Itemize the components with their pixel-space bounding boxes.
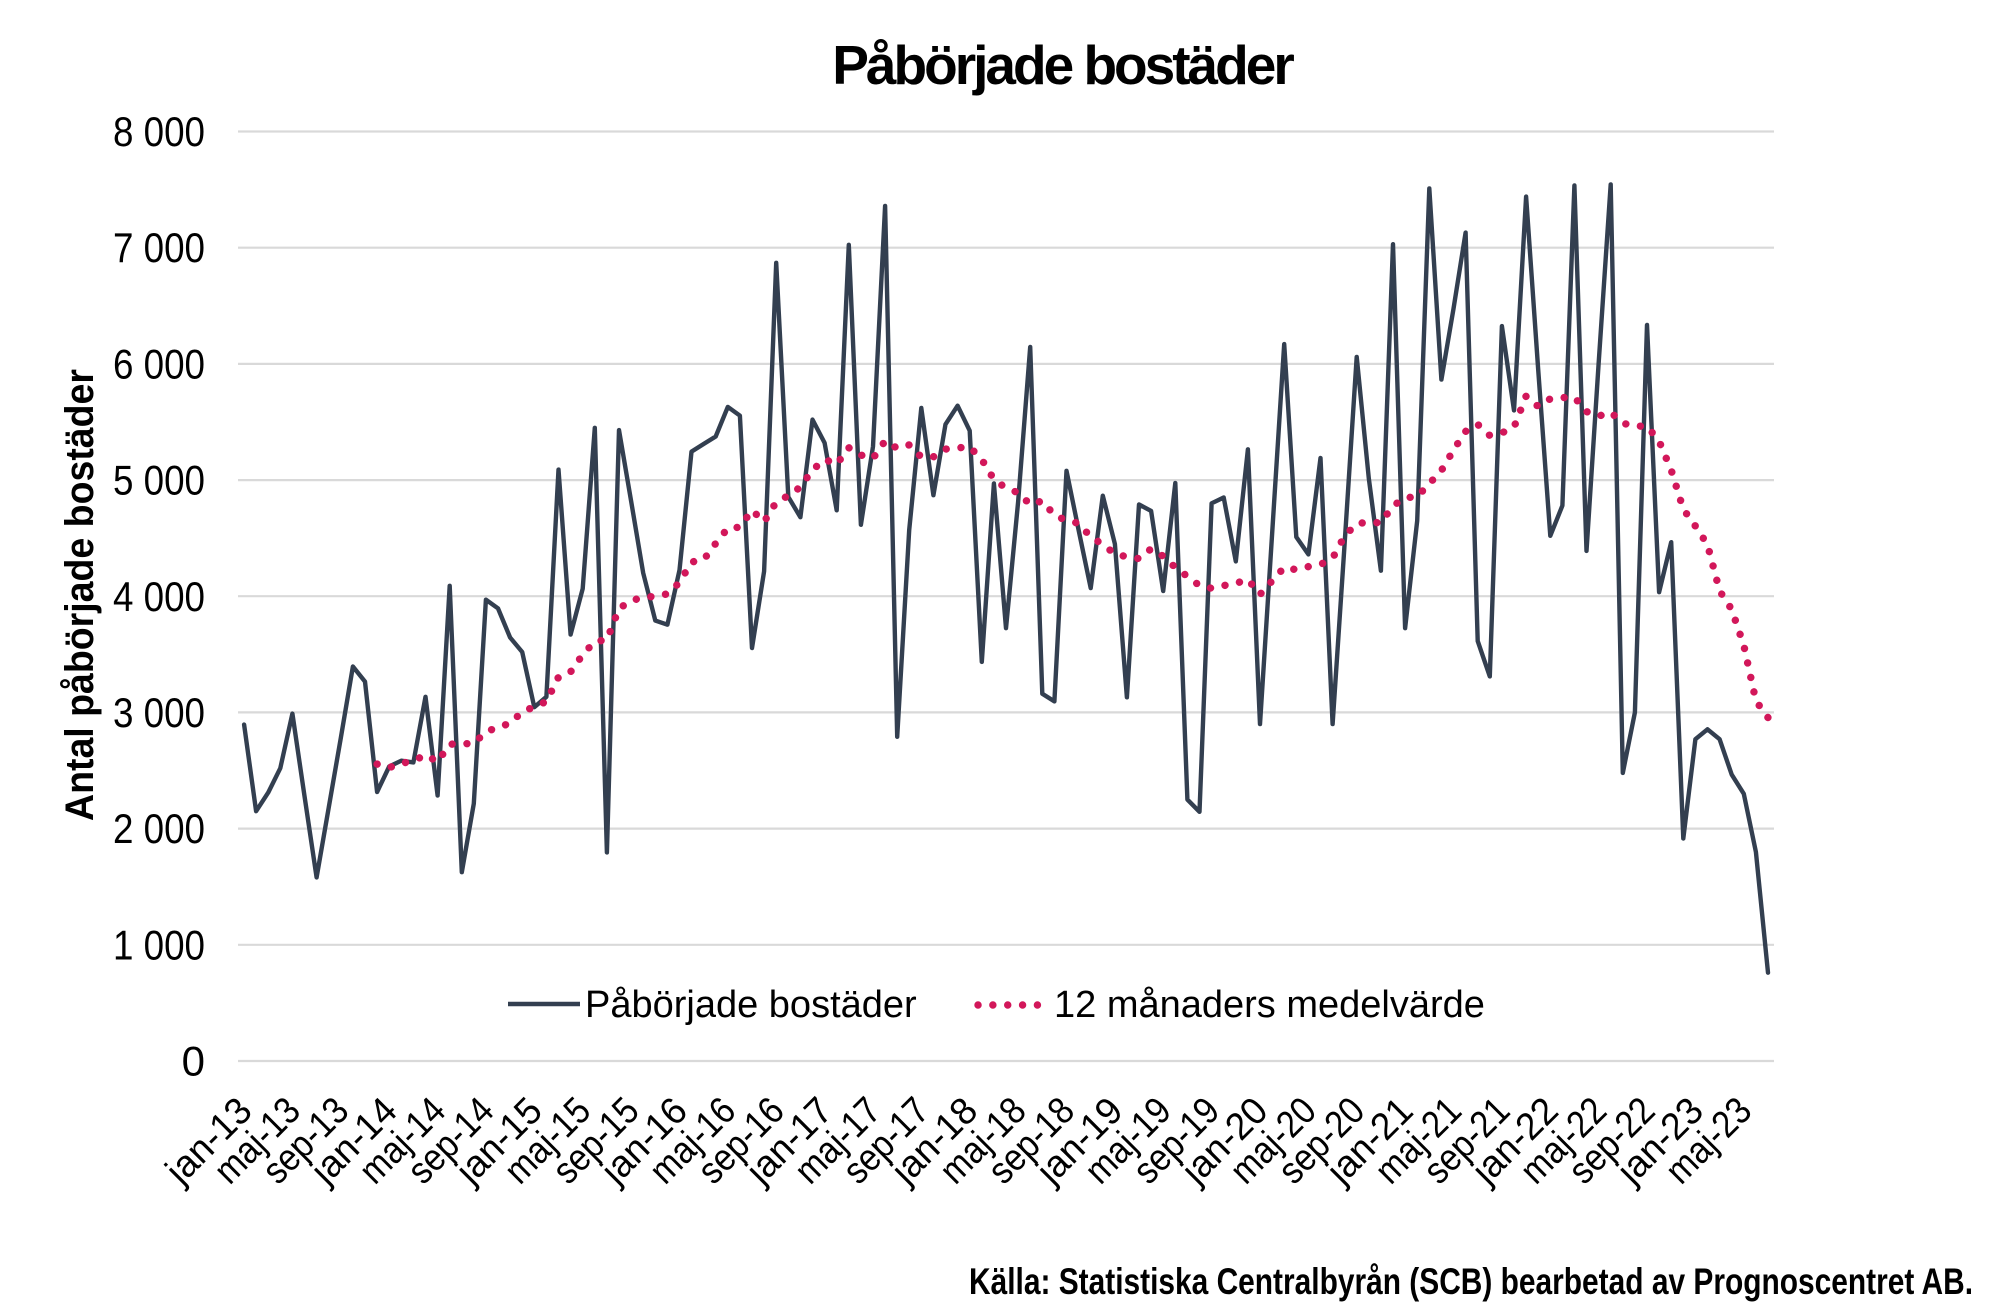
- svg-text:4 000: 4 000: [113, 573, 205, 620]
- svg-text:2 000: 2 000: [113, 805, 205, 852]
- svg-text:Påbörjade bostäder: Påbörjade bostäder: [832, 34, 1294, 96]
- svg-text:Påbörjade bostäder: Påbörjade bostäder: [585, 984, 917, 1026]
- svg-text:12 månaders medelvärde: 12 månaders medelvärde: [1054, 984, 1485, 1026]
- svg-text:1 000: 1 000: [113, 921, 205, 968]
- svg-text:6 000: 6 000: [113, 340, 205, 387]
- svg-text:7 000: 7 000: [113, 224, 205, 271]
- svg-text:5 000: 5 000: [113, 457, 205, 504]
- svg-text:Källa: Statistiska Centralbyrå: Källa: Statistiska Centralbyrån (SCB) be…: [969, 1261, 1973, 1302]
- svg-text:3 000: 3 000: [113, 689, 205, 736]
- svg-text:0: 0: [182, 1038, 205, 1085]
- svg-text:Antal påbörjade bostäder: Antal påbörjade bostäder: [58, 369, 102, 821]
- svg-text:8 000: 8 000: [113, 108, 205, 155]
